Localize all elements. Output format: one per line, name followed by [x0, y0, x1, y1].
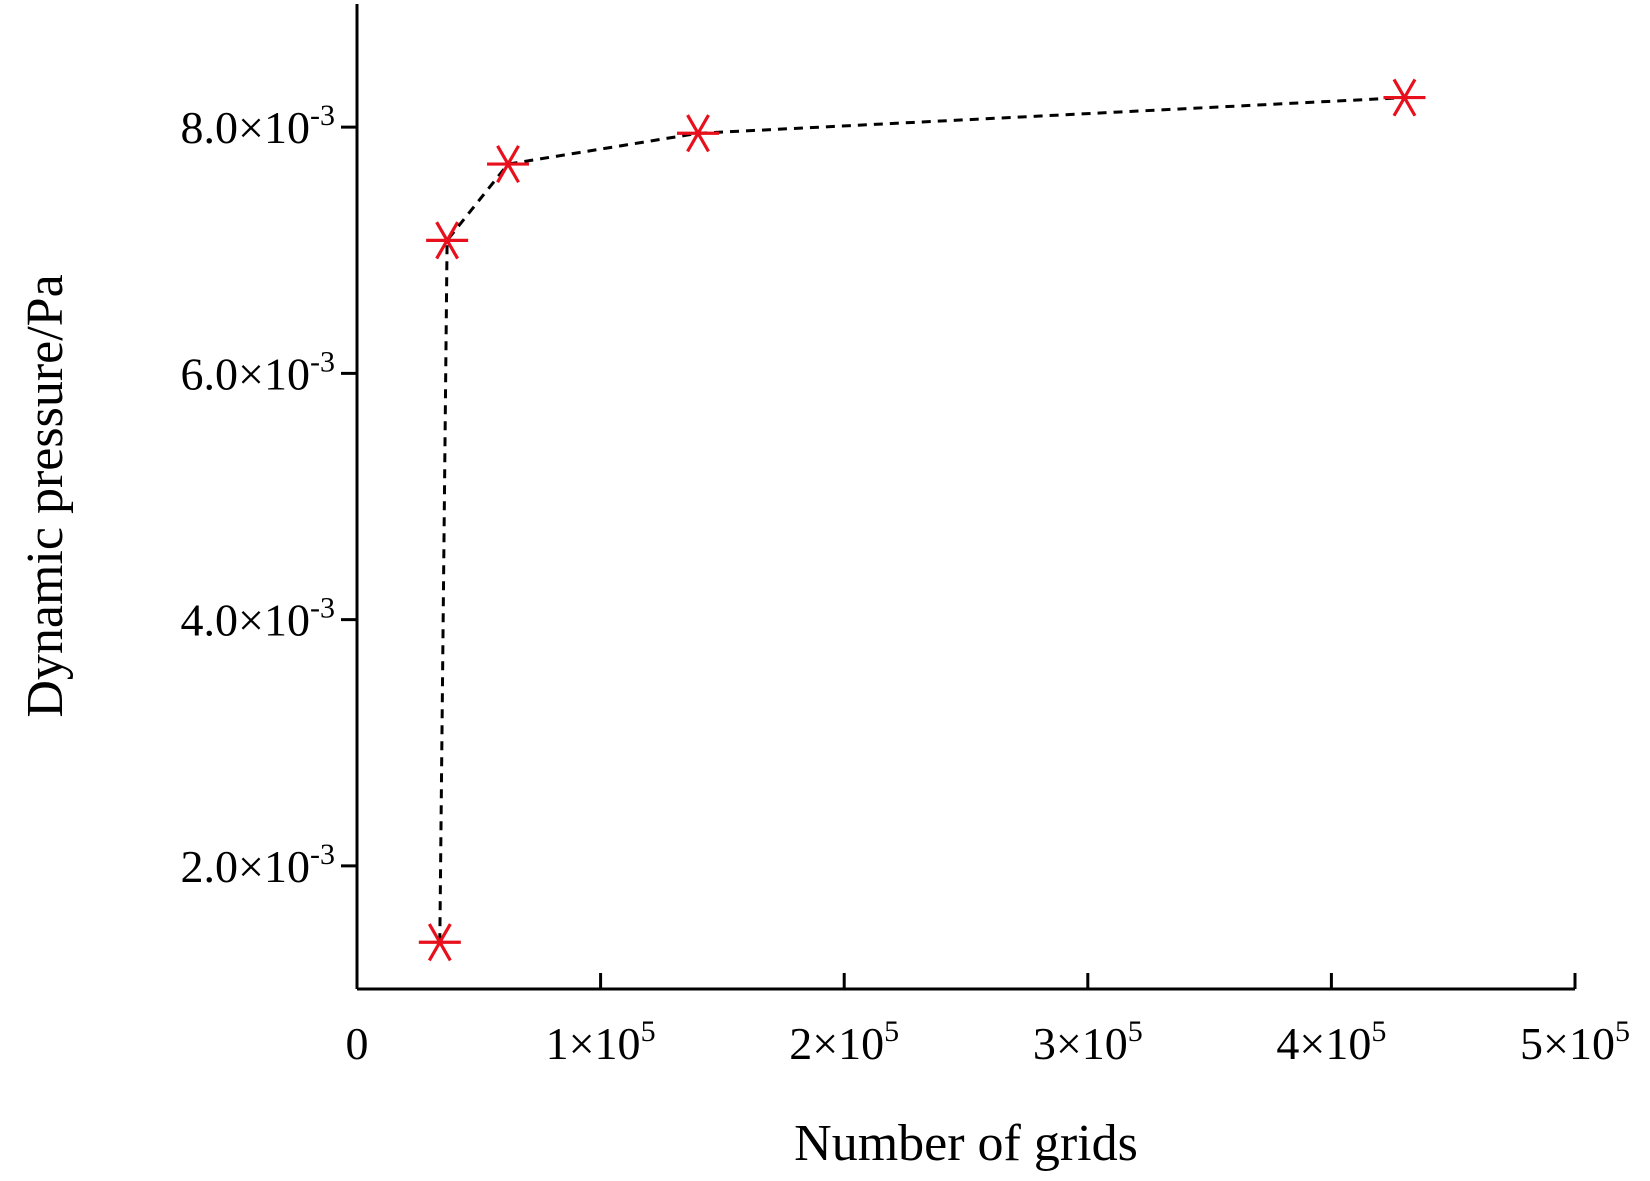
y-tick-label: 6.0×10-3 [181, 345, 335, 399]
x-tick-exponent: 5 [884, 1015, 899, 1048]
y-tick-mantissa: 4.0×10 [181, 595, 310, 646]
y-tick-label: 4.0×10-3 [181, 592, 335, 646]
x-axis-ticks: 0 1×105 2×105 3×105 4×105 5×105 [346, 973, 1630, 1069]
y-tick-label: 8.0×10-3 [181, 99, 335, 153]
x-tick-label: 2×105 [789, 1015, 899, 1069]
x-tick-exponent: 5 [641, 1015, 656, 1048]
data-point-stroke [1392, 78, 1417, 117]
y-tick-exponent: -3 [310, 345, 335, 378]
axes [355, 4, 1575, 991]
x-tick-exponent: 5 [1128, 1015, 1143, 1048]
x-tick-label: 4×105 [1276, 1015, 1386, 1069]
x-tick-mantissa: 1×10 [546, 1018, 641, 1069]
y-axis-ticks: 2.0×10-34.0×10-36.0×10-38.0×10-3 [181, 99, 357, 892]
x-axis-title: Number of grids [794, 1115, 1138, 1172]
data-point [487, 145, 530, 184]
x-tick-mantissa: 4×10 [1276, 1018, 1371, 1069]
x-tick-exponent: 5 [1615, 1015, 1630, 1048]
x-tick-label: 0 [346, 1018, 369, 1069]
x-tick-label: 3×105 [1033, 1015, 1143, 1069]
data-point [677, 114, 720, 153]
y-tick-exponent: -3 [310, 99, 335, 132]
x-tick-mantissa: 3×10 [1033, 1018, 1128, 1069]
data-point-stroke [435, 221, 460, 260]
x-tick-label: 5×105 [1520, 1015, 1630, 1069]
y-tick-mantissa: 2.0×10 [181, 841, 310, 892]
y-tick-mantissa: 8.0×10 [181, 102, 310, 153]
x-tick-exponent: 5 [1371, 1015, 1386, 1048]
y-tick-exponent: -3 [310, 592, 335, 625]
x-tick-label: 1×105 [546, 1015, 656, 1069]
x-tick-mantissa: 2×10 [789, 1018, 884, 1069]
data-point [426, 221, 469, 260]
series-layer [418, 78, 1426, 962]
y-tick-mantissa: 6.0×10 [181, 348, 310, 399]
y-tick-label: 2.0×10-3 [181, 838, 335, 892]
data-point [1383, 78, 1426, 117]
x-tick-mantissa: 5×10 [1520, 1018, 1615, 1069]
series-line [438, 96, 1405, 943]
data-point-stroke [427, 923, 452, 962]
y-axis-title: Dynamic pressure/Pa [17, 274, 74, 717]
data-point-stroke [686, 114, 710, 153]
data-point-stroke [496, 145, 520, 184]
y-tick-exponent: -3 [310, 838, 335, 871]
data-point [418, 923, 461, 962]
